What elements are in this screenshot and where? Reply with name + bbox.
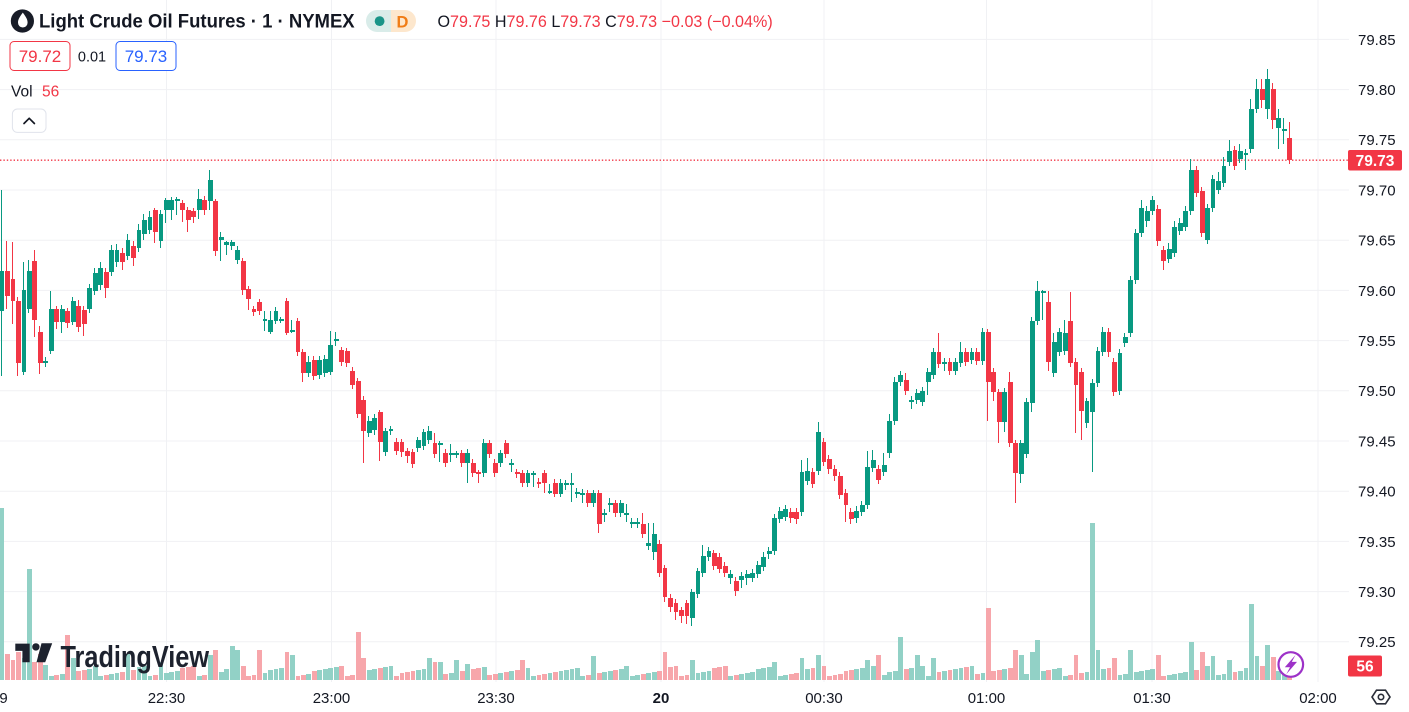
svg-text:79.50: 79.50	[1358, 383, 1396, 400]
svg-text:9: 9	[0, 690, 8, 707]
svg-text:79.73: 79.73	[125, 47, 168, 66]
svg-text:TradingView: TradingView	[61, 638, 210, 673]
svg-text:79.35: 79.35	[1358, 534, 1396, 551]
svg-text:O79.75 H79.76 L79.73 C79.73 −0: O79.75 H79.76 L79.73 C79.73 −0.03 (−0.04…	[438, 13, 773, 31]
svg-text:79.45: 79.45	[1358, 433, 1396, 450]
svg-text:01:00: 01:00	[968, 690, 1006, 707]
svg-text:Vol: Vol	[11, 84, 33, 101]
svg-text:79.85: 79.85	[1358, 32, 1396, 49]
svg-text:79.65: 79.65	[1358, 233, 1396, 250]
svg-text:20: 20	[653, 690, 670, 707]
svg-text:79.30: 79.30	[1358, 584, 1396, 601]
svg-text:79.60: 79.60	[1358, 283, 1396, 300]
svg-text:79.80: 79.80	[1358, 82, 1396, 99]
svg-text:00:30: 00:30	[805, 690, 843, 707]
svg-text:79.25: 79.25	[1358, 634, 1396, 651]
svg-text:79.72: 79.72	[19, 47, 62, 66]
svg-text:79.70: 79.70	[1358, 182, 1396, 199]
svg-text:0.01: 0.01	[78, 50, 106, 66]
svg-text:79.55: 79.55	[1358, 333, 1396, 350]
svg-text:56: 56	[1356, 658, 1374, 675]
svg-text:D: D	[397, 13, 409, 31]
svg-text:02:00: 02:00	[1299, 690, 1337, 707]
svg-text:01:30: 01:30	[1133, 690, 1171, 707]
svg-text:79.40: 79.40	[1358, 484, 1396, 501]
svg-text:79.75: 79.75	[1358, 132, 1396, 149]
svg-text:Light Crude Oil Futures · 1 ·: Light Crude Oil Futures · 1 · NYMEX	[39, 11, 355, 33]
svg-text:23:30: 23:30	[477, 690, 515, 707]
svg-text:22:30: 22:30	[148, 690, 186, 707]
svg-text:23:00: 23:00	[313, 690, 351, 707]
svg-text:79.73: 79.73	[1356, 153, 1395, 170]
svg-text:56: 56	[42, 84, 59, 101]
